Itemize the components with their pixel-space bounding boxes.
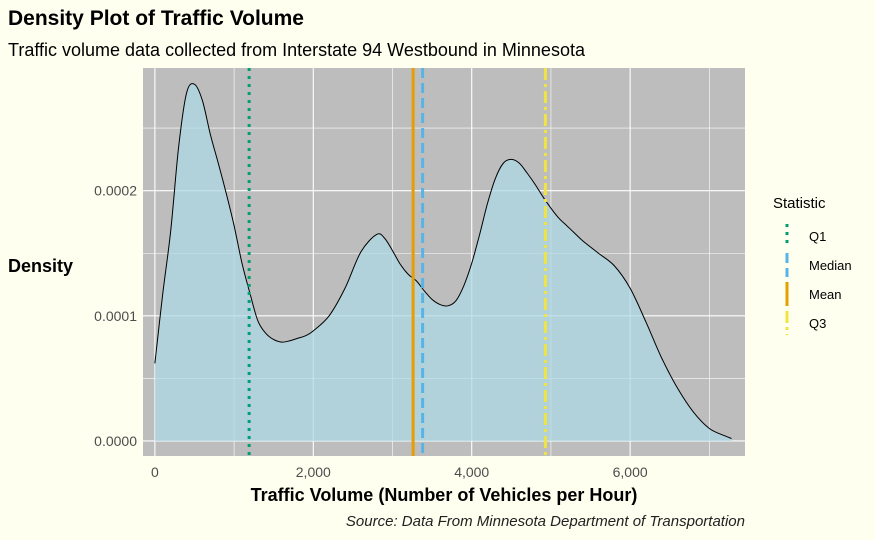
legend-label-q3: Q3 [809,316,826,331]
chart-caption: Source: Data From Minnesota Department o… [345,513,745,530]
y-tick-label: 0.0002 [94,183,137,199]
y-tick-label: 0.0000 [94,433,137,449]
chart-title: Density Plot of Traffic Volume [8,7,304,30]
legend-title: Statistic [773,195,826,212]
y-axis-title: Density [8,256,73,276]
legend-label-q1: Q1 [809,229,826,244]
x-tick-label: 2,000 [296,464,331,480]
chart-subtitle: Traffic volume data collected from Inter… [8,40,585,60]
legend-label-mean: Mean [809,287,842,302]
x-tick-label: 4,000 [454,464,489,480]
legend-label-median: Median [809,258,852,273]
statistic-lines [247,68,547,456]
x-axis-ticks: 0 2,000 4,000 6,000 [151,464,648,480]
legend: Statistic Q1 Median Mean Q3 [773,195,852,335]
density-area [154,83,732,441]
x-axis-title: Traffic Volume (Number of Vehicles per H… [251,485,638,505]
density-line [154,83,732,439]
x-tick-label: 6,000 [613,464,648,480]
y-axis-ticks: 0.0000 0.0001 0.0002 [94,183,137,449]
y-tick-label: 0.0001 [94,308,137,324]
x-tick-label: 0 [151,464,159,480]
